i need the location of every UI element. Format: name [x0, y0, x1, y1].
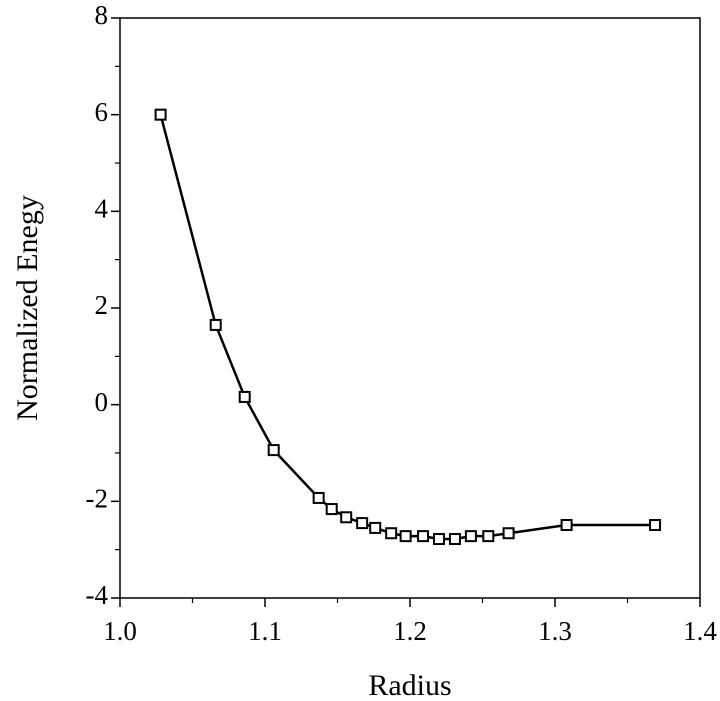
y-tick-label: 4 — [95, 194, 109, 224]
data-point — [238, 390, 251, 403]
y-tick-label: 0 — [95, 387, 109, 417]
data-point — [399, 530, 412, 543]
x-axis-title: Radius — [368, 669, 451, 701]
x-tick-label: 1.0 — [103, 616, 137, 646]
y-tick-label: 6 — [95, 97, 109, 127]
y-tick-label: -2 — [86, 484, 109, 514]
x-tick-label: 1.4 — [683, 616, 717, 646]
series-line — [159, 114, 656, 541]
data-point — [209, 318, 222, 331]
data-point — [448, 533, 461, 546]
data-point — [340, 511, 353, 524]
data-point — [482, 530, 495, 543]
data-point — [385, 527, 398, 540]
data-point — [502, 527, 515, 540]
x-tick-label: 1.2 — [393, 616, 427, 646]
data-point — [325, 503, 338, 516]
data-point — [649, 519, 662, 532]
y-axis-title: Normalized Enegy — [11, 195, 44, 421]
data-point — [464, 530, 477, 543]
y-tick-label: -4 — [86, 580, 109, 610]
y-tick-label: 8 — [95, 0, 109, 30]
data-point — [312, 491, 325, 504]
x-tick-label: 1.3 — [538, 616, 572, 646]
data-point — [369, 521, 382, 534]
data-point — [154, 108, 167, 121]
data-point — [356, 517, 369, 530]
data-point — [417, 530, 430, 543]
data-point — [433, 533, 445, 546]
x-tick-label: 1.1 — [248, 616, 282, 646]
plot-frame — [119, 17, 701, 599]
y-tick-label: 2 — [95, 290, 109, 320]
data-point — [267, 444, 280, 457]
data-point — [560, 519, 573, 532]
